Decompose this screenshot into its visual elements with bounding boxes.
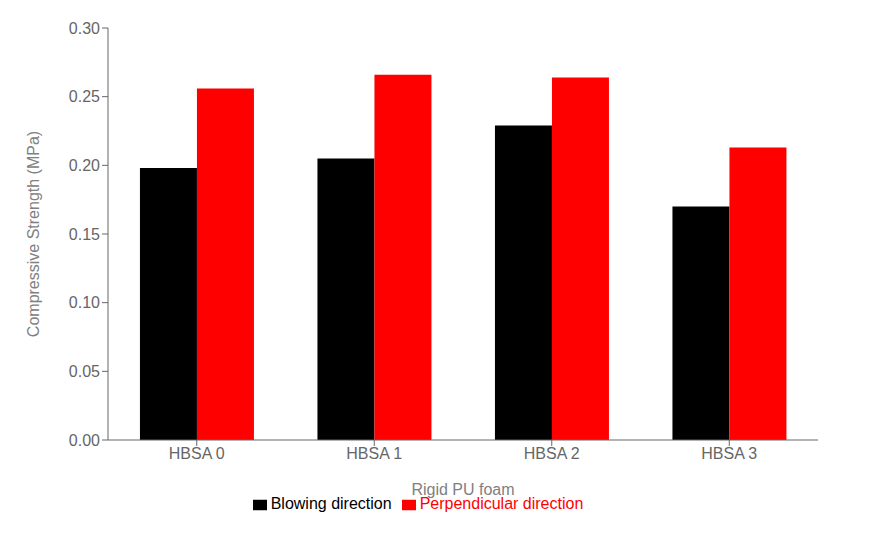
svg-text:0.15: 0.15 xyxy=(69,226,100,243)
svg-text:0.20: 0.20 xyxy=(69,157,100,174)
svg-text:HBSA 2: HBSA 2 xyxy=(524,445,580,462)
html-text:Perpendicular direction: Perpendicular direction xyxy=(419,495,584,512)
svg-text:0.05: 0.05 xyxy=(69,363,100,380)
svg-text:Rigid PU foam: Rigid PU foam xyxy=(411,481,514,498)
svg-text:HBSA 1: HBSA 1 xyxy=(346,445,402,462)
svg-text:HBSA 0: HBSA 0 xyxy=(169,445,225,462)
html-text:Blowing direction: Blowing direction xyxy=(270,495,392,512)
svg-text:0.10: 0.10 xyxy=(69,294,100,311)
svg-text:HBSA 3: HBSA 3 xyxy=(701,445,757,462)
svg-text:Compressive Strength (MPa): Compressive Strength (MPa) xyxy=(25,131,42,337)
svg-text:0.00: 0.00 xyxy=(69,432,100,449)
svg-text:0.25: 0.25 xyxy=(69,88,100,105)
svg-text:0.30: 0.30 xyxy=(69,20,100,37)
